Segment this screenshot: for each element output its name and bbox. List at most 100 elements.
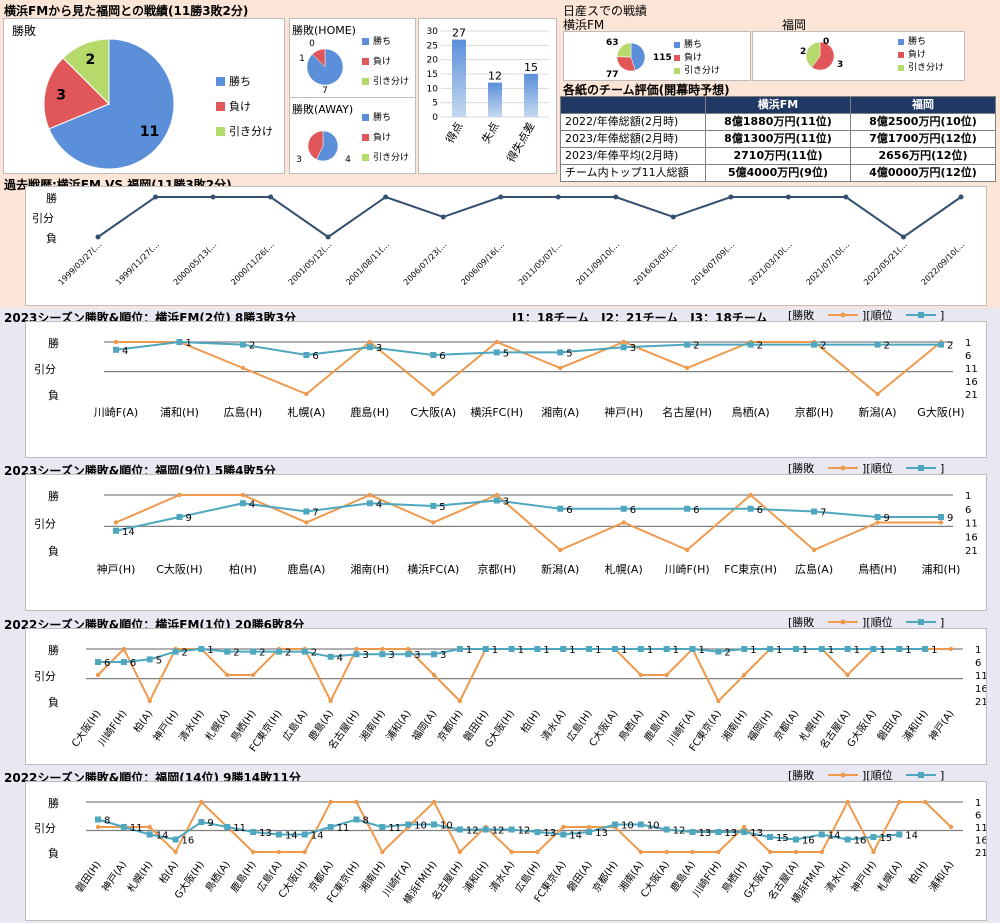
legend-swatch	[674, 68, 680, 74]
legend-label: 負け	[229, 100, 251, 113]
rank-point	[557, 349, 564, 356]
result-point	[638, 672, 644, 678]
x-tick-label: 浦和(H)	[922, 563, 961, 576]
x-tick-label: 清水(H)	[822, 858, 853, 894]
rank-data-label: 5	[156, 655, 162, 666]
result-point	[354, 646, 359, 652]
y-label: 勝	[48, 796, 59, 810]
eval-header-cell: 横浜FM	[705, 96, 851, 114]
rank-data-label: 16	[182, 836, 195, 847]
rank-point	[172, 648, 179, 655]
rank-tick-label: 6	[965, 505, 971, 516]
y-tick-label: 20	[427, 56, 439, 66]
rank-data-label: 12	[492, 826, 505, 837]
result-point	[716, 849, 721, 855]
rank-tick-label: 21	[975, 848, 986, 859]
rank-data-label: 2	[757, 341, 763, 352]
rank-data-label: 3	[630, 343, 636, 354]
rank-point	[493, 497, 500, 504]
rank-point	[870, 646, 877, 652]
result-point	[897, 799, 902, 805]
rank-point	[938, 514, 944, 520]
legend-label: 引き分け	[684, 65, 720, 76]
rank-data-label: 2	[182, 648, 188, 659]
result-point	[948, 646, 954, 652]
rank-data-label: 10	[621, 821, 634, 832]
legend-swatch	[362, 78, 369, 85]
rank-point	[684, 505, 691, 512]
rank-point	[224, 824, 231, 830]
x-tick-label: 浦和(H)	[160, 406, 199, 419]
rank-point	[611, 821, 618, 828]
rank-point	[493, 349, 500, 356]
rank-tick-label: 11	[965, 519, 978, 530]
result-point	[121, 646, 127, 652]
result-point	[621, 339, 626, 345]
rank-tick-label: 6	[965, 351, 971, 362]
x-tick-label: 鹿島(A)	[287, 562, 325, 576]
result-point	[354, 799, 359, 805]
bar	[524, 74, 538, 117]
legend-label: ][順位	[862, 461, 893, 475]
result-point	[767, 849, 773, 855]
rank-data-label: 14	[569, 831, 582, 842]
bar	[488, 82, 502, 117]
x-tick-label: 湘南(H)	[719, 707, 750, 743]
rank-data-label: 1	[673, 645, 679, 656]
pie-data-label: 115	[653, 53, 672, 63]
eval-cell: 2656万円(12位)	[850, 147, 996, 165]
rank-data-label: 14	[122, 527, 135, 538]
legend-label: 負け	[684, 51, 702, 63]
rank-data-label: 1	[905, 645, 911, 656]
x-tick-label: 札幌(H)	[124, 858, 155, 894]
eval-cell: 4億0000万円(12位)	[850, 164, 996, 182]
eval-cell: 2023/年俸総額(2月時)	[560, 130, 706, 148]
history-point	[958, 194, 964, 200]
x-tick-label: 鹿島(H)	[228, 858, 259, 894]
rank-tick-label: 16	[965, 532, 978, 543]
result-point	[431, 799, 437, 805]
rank-tick-label: 1	[965, 491, 971, 502]
rank-point	[301, 831, 308, 838]
pie-data-label: 0	[823, 37, 829, 47]
rank-data-label: 1	[802, 645, 808, 656]
rank-data-label: 3	[440, 650, 446, 661]
rank-data-label: 1	[543, 645, 549, 656]
rank-point	[430, 503, 437, 509]
eval-row: チーム内トップ11人総額 5億4000万円(9位) 4億0000万円(12位)	[560, 164, 996, 182]
pie-data-label: 63	[606, 38, 619, 48]
eval-cell: 2023/年俸平均(2月時)	[560, 147, 706, 165]
x-tick-label: 2011/09/10(…	[574, 240, 621, 287]
main-pie-chart: 勝敗 11 3 2 勝ち 負け 引き分け	[3, 18, 285, 174]
rank-data-label: 3	[388, 650, 394, 661]
rank-data-label: 11	[388, 823, 401, 834]
x-tick-label: 広島(A)	[280, 707, 311, 743]
result-point	[684, 365, 690, 371]
x-tick-label: 湘南(H)	[357, 707, 388, 743]
rank-point	[560, 646, 567, 652]
result-point	[561, 824, 566, 830]
x-tick-label: 川崎F(H)	[665, 562, 710, 576]
eval-header-row: 横浜FM 福岡	[560, 96, 996, 114]
rank-data-label: 14	[905, 831, 918, 842]
history-point	[785, 194, 791, 200]
x-tick-label: 新潟(A)	[858, 405, 896, 419]
rank-point	[353, 651, 360, 658]
result-point	[558, 547, 563, 553]
x-tick-label: 広島(A)	[795, 562, 833, 576]
rank-data-label: 14	[285, 831, 298, 842]
rank-data-label: 12	[518, 826, 531, 837]
rank-line	[115, 499, 941, 532]
pie-data-label: 77	[606, 70, 619, 80]
rank-point	[741, 829, 748, 835]
pie-slice	[311, 48, 326, 68]
result-point	[457, 849, 463, 855]
eval-cell: 2022/年俸総額(2月時)	[560, 113, 706, 131]
rank-point	[938, 341, 944, 348]
rank-point	[844, 646, 851, 652]
rank-point	[303, 352, 310, 358]
result-point	[113, 339, 119, 345]
history-point	[900, 234, 906, 240]
legend-label: 勝ち	[908, 35, 926, 47]
x-tick-label: 札幌(A)	[605, 562, 643, 576]
